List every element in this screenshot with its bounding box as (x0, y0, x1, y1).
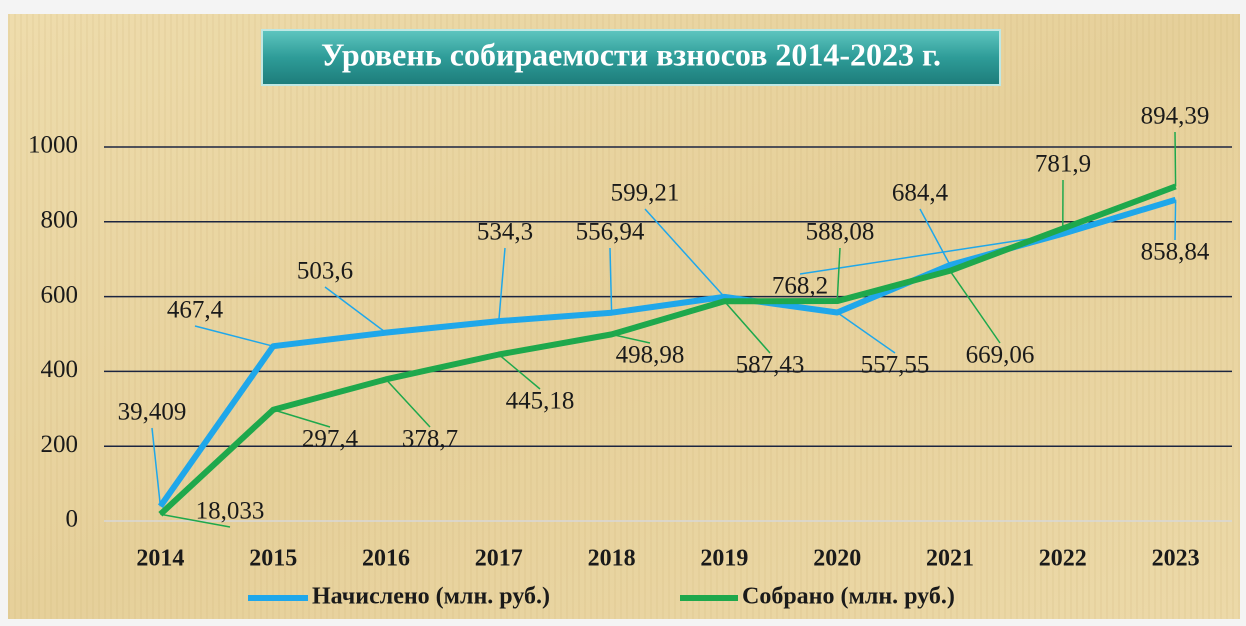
data-label: 768,2 (772, 273, 828, 300)
leader-line (498, 353, 541, 390)
leader-line (723, 300, 771, 354)
leader-line (385, 378, 431, 428)
y-tick-label: 200 (41, 431, 79, 458)
y-tick-label: 400 (41, 356, 79, 383)
x-tick-label: 2019 (700, 546, 748, 572)
leader-line (949, 270, 1001, 344)
x-tick-label: 2020 (813, 546, 861, 572)
x-tick-label: 2018 (588, 546, 636, 572)
leader-line (1174, 199, 1177, 241)
leader-line (836, 311, 896, 354)
texture (8, 14, 1240, 619)
leader-line (194, 325, 274, 347)
data-label: 894,39 (1141, 103, 1210, 130)
data-label: 557,55 (861, 352, 930, 379)
leader-line (611, 333, 651, 344)
x-tick-label: 2022 (1039, 546, 1087, 572)
leader-line (324, 286, 387, 334)
leader-line (836, 247, 841, 302)
data-label: 587,43 (736, 352, 805, 379)
data-label: 39,409 (118, 399, 187, 426)
x-tick-label: 2021 (926, 546, 974, 572)
leader-line (644, 208, 725, 298)
data-label: 556,94 (576, 219, 645, 246)
leader-line (151, 427, 162, 507)
data-label: 467,4 (167, 297, 224, 324)
data-label: 684,4 (892, 180, 949, 207)
x-tick-label: 2017 (475, 546, 523, 572)
leader-line (919, 208, 951, 266)
y-tick-label: 0 (66, 506, 79, 533)
data-label: 378,7 (402, 426, 458, 453)
data-label: 297,4 (302, 426, 359, 453)
data-label: 503,6 (297, 258, 353, 285)
data-label: 498,98 (616, 342, 685, 369)
data-label: 534,3 (477, 219, 533, 246)
y-tick-label: 1000 (28, 132, 78, 159)
series-line (158, 183, 1177, 517)
x-tick-label: 2016 (362, 546, 410, 572)
data-label: 18,033 (196, 498, 265, 525)
x-tick-label: 2023 (1152, 546, 1200, 572)
data-label: 669,06 (966, 342, 1035, 369)
data-label: 445,18 (506, 388, 575, 415)
data-label: 588,08 (806, 219, 875, 246)
chart-title: Уровень собираемости взносов 2014-2023 г… (321, 36, 941, 72)
data-label: 781,9 (1035, 151, 1091, 178)
data-label: 858,84 (1141, 239, 1210, 266)
legend-label: Начислено (млн. руб.) (312, 584, 550, 610)
leader-line (498, 247, 506, 322)
data-label: 599,21 (611, 180, 680, 207)
y-tick-label: 600 (41, 281, 79, 308)
leader-line (272, 409, 331, 428)
leader-line (609, 247, 613, 313)
title-box (261, 29, 1001, 86)
leader-line (799, 232, 1063, 275)
x-tick-label: 2014 (136, 546, 184, 572)
leader-line (160, 513, 231, 528)
y-tick-label: 800 (41, 207, 79, 234)
x-tick-label: 2015 (249, 546, 297, 572)
legend-label: Собрано (млн. руб.) (742, 584, 955, 610)
leader-line (1174, 131, 1177, 187)
